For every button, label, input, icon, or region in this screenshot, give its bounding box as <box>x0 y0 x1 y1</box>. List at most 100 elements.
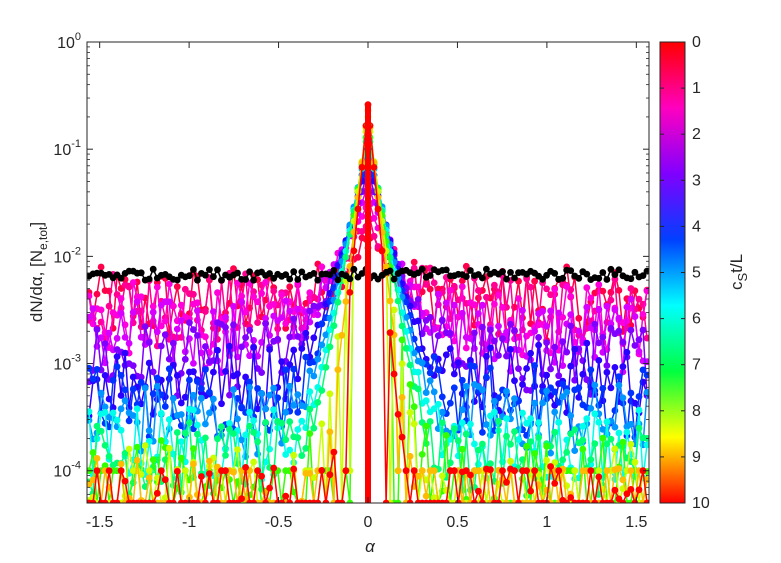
data-point <box>278 358 286 366</box>
data-point <box>479 301 486 309</box>
data-point <box>161 494 169 502</box>
data-point <box>410 258 418 266</box>
y-tick-label: 10-2 <box>53 245 81 266</box>
data-point <box>575 314 583 322</box>
data-point <box>282 320 290 327</box>
data-point <box>434 400 442 408</box>
data-point <box>358 228 366 235</box>
data-point <box>487 344 494 352</box>
data-point <box>262 499 269 503</box>
data-point <box>165 445 173 452</box>
y-axis-label-subscript: e,tot <box>36 226 50 250</box>
data-point <box>483 421 490 428</box>
data-point <box>89 305 97 312</box>
data-point <box>547 449 554 457</box>
data-point <box>226 391 233 399</box>
data-point <box>157 322 165 330</box>
data-point <box>471 363 478 370</box>
data-point <box>149 368 157 376</box>
data-point <box>242 431 250 439</box>
data-point <box>442 499 450 503</box>
data-point <box>129 373 137 381</box>
data-point <box>458 419 466 427</box>
data-point <box>190 290 197 298</box>
data-point <box>157 409 165 417</box>
data-point <box>254 467 261 475</box>
data-point <box>515 436 522 443</box>
data-point <box>619 394 627 402</box>
colorbar-tick-label: 0 <box>692 34 701 51</box>
data-point <box>454 452 462 460</box>
data-point <box>627 486 635 493</box>
data-point <box>511 467 518 475</box>
data-point <box>450 301 458 309</box>
data-point <box>250 458 257 466</box>
data-point <box>442 351 450 359</box>
data-point <box>426 285 434 293</box>
data-point <box>282 366 290 374</box>
data-point <box>579 370 587 378</box>
data-point <box>157 467 165 475</box>
data-point <box>631 313 639 320</box>
data-point <box>222 467 229 475</box>
data-point <box>551 408 559 416</box>
data-point <box>515 365 522 372</box>
data-point <box>342 467 350 475</box>
data-point <box>173 372 181 379</box>
data-point <box>467 420 474 428</box>
data-point <box>499 467 506 475</box>
data-point <box>250 293 257 301</box>
data-point <box>450 384 458 392</box>
data-point <box>105 467 113 475</box>
data-point <box>214 435 221 443</box>
data-point <box>535 434 542 441</box>
data-point <box>454 499 462 503</box>
data-point <box>535 334 542 341</box>
data-point <box>322 364 330 371</box>
data-point <box>611 486 619 494</box>
spike-point <box>364 101 372 109</box>
data-point <box>169 302 177 310</box>
data-point <box>282 409 290 416</box>
data-point <box>503 432 510 440</box>
data-point <box>270 406 278 414</box>
data-point <box>113 499 121 503</box>
data-point <box>487 431 494 439</box>
data-point <box>141 323 149 330</box>
data-point <box>101 403 109 411</box>
data-point <box>230 321 237 329</box>
data-point <box>346 275 354 283</box>
data-point <box>406 381 414 388</box>
data-point <box>121 386 129 394</box>
data-point <box>354 205 362 213</box>
data-point <box>607 435 615 443</box>
data-point <box>491 397 498 405</box>
data-point <box>499 304 506 311</box>
data-point <box>246 384 254 391</box>
data-point <box>527 487 534 495</box>
data-point <box>438 472 446 480</box>
data-point <box>559 380 567 388</box>
data-point <box>93 366 101 373</box>
data-point <box>611 306 619 314</box>
data-point <box>531 327 538 335</box>
data-point <box>583 415 591 423</box>
data-point <box>567 322 575 330</box>
data-point <box>286 382 294 390</box>
data-point <box>607 296 615 304</box>
data-point <box>462 273 470 280</box>
data-point <box>157 342 165 350</box>
data-point <box>615 373 623 380</box>
data-point <box>623 490 631 498</box>
data-point <box>615 287 623 294</box>
data-point <box>414 472 422 480</box>
data-point <box>145 339 153 346</box>
data-point <box>499 335 506 343</box>
data-point <box>186 272 193 280</box>
data-point <box>89 476 97 484</box>
data-point <box>298 452 306 459</box>
data-point <box>398 433 406 441</box>
data-point <box>105 452 113 460</box>
data-point <box>117 274 125 282</box>
data-point <box>422 492 430 500</box>
